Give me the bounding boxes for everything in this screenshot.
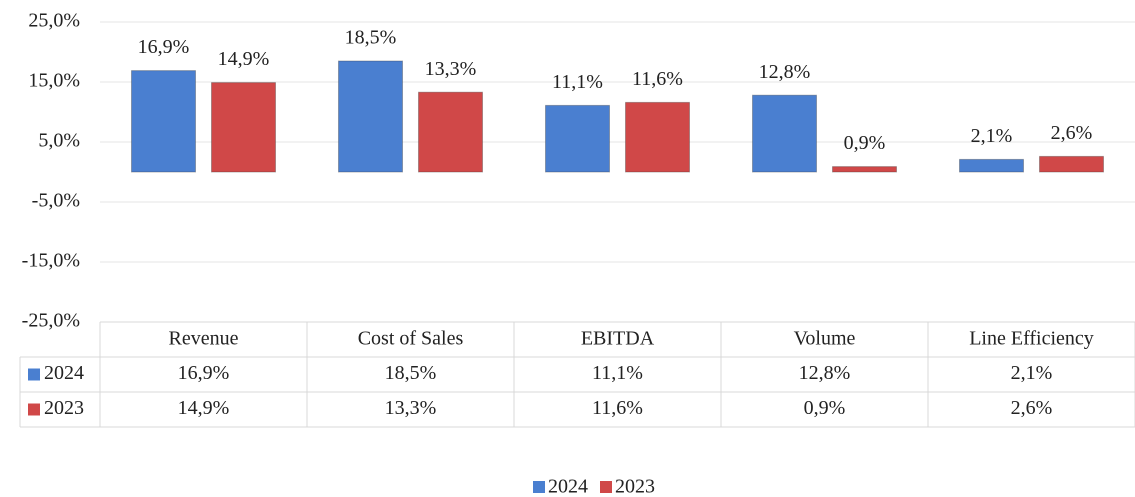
data-label: 16,9% [138, 36, 190, 58]
legend-swatch [600, 481, 612, 493]
y-tick-label: -25,0% [22, 310, 80, 332]
data-label: 2,1% [971, 125, 1013, 147]
bar [625, 101, 690, 173]
x-tick-label: EBITDA [581, 328, 655, 350]
bar [338, 60, 403, 173]
table-cell: 11,6% [592, 397, 643, 419]
data-label: 0,9% [844, 132, 886, 154]
table-cell: 13,3% [385, 397, 437, 419]
table-cell: 11,1% [592, 362, 643, 384]
table-series-name: 2024 [44, 362, 84, 384]
table-cell: 16,9% [178, 362, 230, 384]
table-cell: 18,5% [385, 362, 437, 384]
table-legend-swatch [28, 403, 40, 416]
bar [832, 166, 897, 173]
bar [1039, 155, 1104, 173]
data-label: 18,5% [345, 27, 397, 49]
legend-swatch [533, 481, 545, 493]
y-tick-label: 15,0% [28, 70, 80, 92]
data-label: 11,1% [552, 71, 603, 93]
table-series-name: 2023 [44, 397, 84, 419]
y-tick-label: -15,0% [22, 250, 80, 272]
data-label: 11,6% [632, 68, 683, 90]
data-label: 2,6% [1051, 122, 1093, 144]
legend-label: 2024 [548, 476, 588, 497]
bar [752, 94, 817, 173]
bar [131, 70, 196, 173]
x-tick-label: Cost of Sales [358, 328, 464, 350]
x-tick-label: Revenue [169, 328, 239, 350]
x-tick-label: Volume [794, 328, 856, 350]
table-cell: 12,8% [799, 362, 851, 384]
data-label: 14,9% [218, 48, 270, 70]
table-cell: 0,9% [804, 397, 846, 419]
table-cell: 14,9% [178, 397, 230, 419]
y-tick-label: 5,0% [38, 130, 80, 152]
data-label: 12,8% [759, 61, 811, 83]
table-cell: 2,6% [1011, 397, 1053, 419]
y-tick-label: 25,0% [28, 10, 80, 32]
bar [418, 91, 483, 173]
y-tick-label: -5,0% [32, 190, 80, 212]
bar [959, 158, 1024, 173]
table-legend-swatch [28, 368, 40, 381]
data-label: 13,3% [425, 58, 477, 80]
bar [211, 82, 276, 173]
table-cell: 2,1% [1011, 362, 1053, 384]
legend-label: 2023 [615, 476, 655, 497]
bar [545, 104, 610, 173]
x-tick-label: Line Efficiency [969, 328, 1094, 350]
